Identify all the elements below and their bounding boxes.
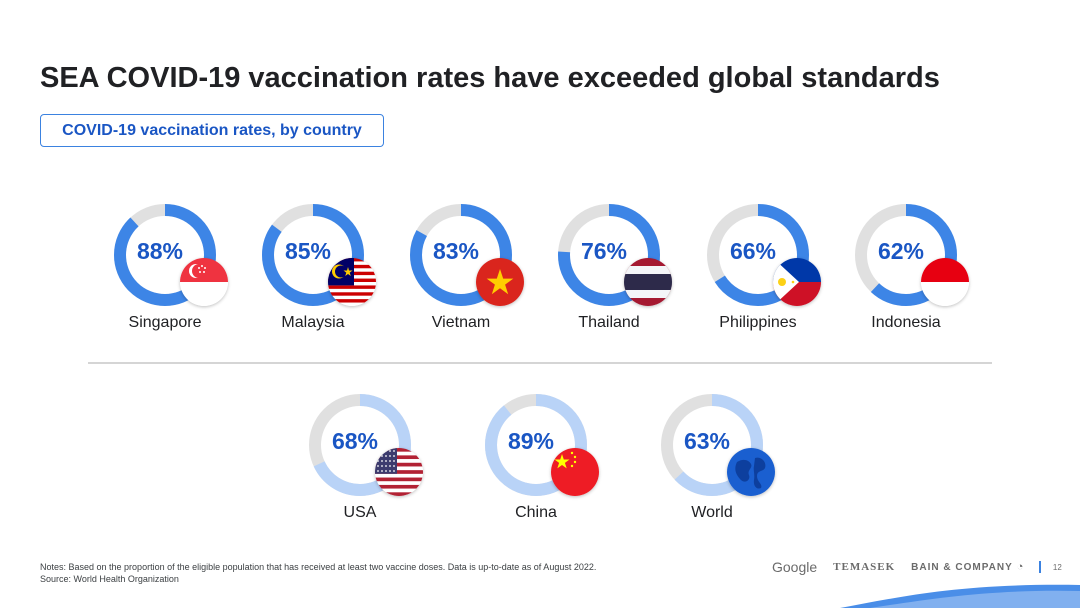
data-label-world: 63% bbox=[683, 428, 731, 454]
donut-indonesia: 62% Indonesia bbox=[851, 200, 969, 331]
category-label-vietnam: Vietnam bbox=[431, 314, 491, 331]
notes-text: Notes: Based on the proportion of the el… bbox=[40, 562, 597, 572]
donut-malaysia: 85% Malaysia bbox=[258, 200, 376, 331]
category-label-malaysia: Malaysia bbox=[281, 314, 345, 331]
donut-world: 63% World bbox=[657, 390, 775, 521]
donut-philippines: 66% Philippines bbox=[703, 200, 821, 331]
donut-value-arc bbox=[410, 204, 512, 306]
donut-ring-vietnam bbox=[410, 204, 512, 306]
donut-value-arc bbox=[114, 204, 216, 306]
data-label-philippines: 66% bbox=[729, 238, 777, 264]
category-label-philippines: Philippines bbox=[719, 314, 797, 331]
donut-value-arc bbox=[309, 394, 411, 496]
donut-ring-indonesia bbox=[855, 204, 957, 306]
data-label-indonesia: 62% bbox=[877, 238, 925, 264]
category-label-indonesia: Indonesia bbox=[871, 314, 941, 331]
chart-subtitle: COVID-19 vaccination rates, by country bbox=[40, 114, 384, 147]
data-label-vietnam: 83% bbox=[432, 238, 480, 264]
data-label-singapore: 88% bbox=[136, 238, 184, 264]
indonesia-flag-icon bbox=[921, 258, 969, 306]
footnotes: Notes: Based on the proportion of the el… bbox=[40, 561, 596, 585]
donut-value-arc bbox=[558, 204, 660, 306]
bain-mark-icon: ◔ bbox=[1016, 561, 1024, 573]
china-flag-icon bbox=[551, 448, 599, 496]
donut-value-arc bbox=[707, 204, 809, 306]
donut-value-arc bbox=[661, 394, 763, 496]
source-text: Source: World Health Organization bbox=[40, 574, 179, 584]
vietnam-flag-icon bbox=[476, 258, 524, 306]
donut-vietnam: 83% Vietnam bbox=[406, 200, 524, 331]
donut-usa: 68% USA bbox=[305, 390, 423, 521]
malaysia-flag-icon bbox=[328, 258, 376, 306]
data-label-malaysia: 85% bbox=[284, 238, 332, 264]
partner-logos: Google TEMASEK BAIN & COMPANY ◔ 12 bbox=[772, 558, 1062, 576]
category-label-singapore: Singapore bbox=[128, 314, 202, 331]
page-number: 12 bbox=[1052, 562, 1062, 572]
donut-ring-singapore bbox=[114, 204, 216, 306]
category-label-world: World bbox=[691, 504, 733, 521]
bain-logo: BAIN & COMPANY bbox=[911, 561, 1013, 573]
donut-thailand: 76% Thailand bbox=[554, 200, 672, 331]
category-label-usa: USA bbox=[343, 504, 377, 521]
category-label-china: China bbox=[515, 504, 557, 521]
donut-ring-china bbox=[485, 394, 587, 496]
page-title: SEA COVID-19 vaccination rates have exce… bbox=[40, 62, 940, 94]
data-label-china: 89% bbox=[507, 428, 555, 454]
donut-singapore: 88% Singapore bbox=[110, 200, 228, 331]
thailand-flag-icon bbox=[624, 258, 672, 306]
data-label-usa: 68% bbox=[331, 428, 379, 454]
donut-ring-usa bbox=[309, 394, 411, 496]
footer-separator bbox=[1039, 561, 1041, 573]
donut-ring-philippines bbox=[707, 204, 809, 306]
google-logo: Google bbox=[772, 559, 818, 575]
donut-china: 89% China bbox=[481, 390, 599, 521]
temasek-logo: TEMASEK bbox=[833, 561, 896, 573]
donut-ring-world bbox=[661, 394, 763, 496]
philippines-flag-icon bbox=[773, 258, 821, 306]
category-label-thailand: Thailand bbox=[578, 314, 640, 331]
decorative-wave bbox=[840, 584, 1080, 608]
donut-ring-malaysia bbox=[262, 204, 364, 306]
singapore-flag-icon bbox=[180, 258, 228, 306]
donut-value-arc bbox=[855, 204, 957, 306]
data-label-thailand: 76% bbox=[580, 238, 628, 264]
donut-value-arc bbox=[485, 394, 587, 496]
usa-flag-icon bbox=[375, 448, 423, 496]
globe-icon bbox=[727, 448, 775, 496]
donut-value-arc bbox=[262, 204, 364, 306]
section-divider bbox=[88, 362, 992, 364]
donut-ring-thailand bbox=[558, 204, 660, 306]
